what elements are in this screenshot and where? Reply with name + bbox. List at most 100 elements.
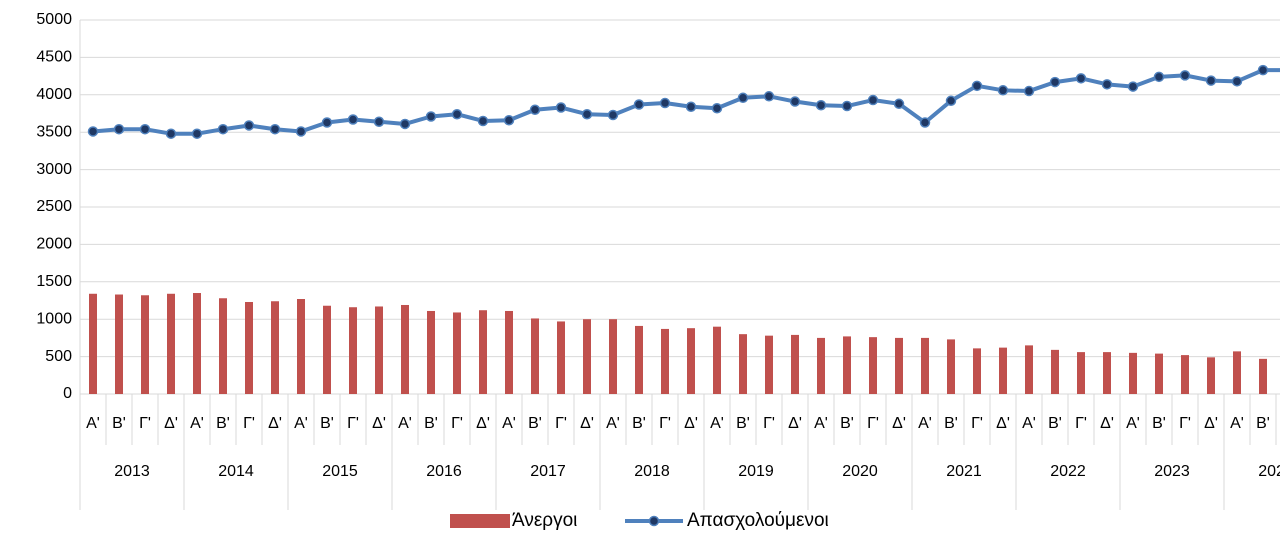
line-marker <box>1101 79 1113 90</box>
line-marker <box>425 111 437 122</box>
legend-label: Απασχολούμενοι <box>687 510 829 531</box>
x-tick-label: Β' <box>1152 415 1166 432</box>
line-marker <box>1049 76 1061 88</box>
x-tick-label: Δ' <box>684 415 698 432</box>
line-marker <box>1179 70 1191 81</box>
bar <box>375 306 383 394</box>
line-marker <box>347 114 359 125</box>
bar <box>843 336 851 394</box>
bar <box>687 328 695 394</box>
bar <box>167 293 175 394</box>
line-marker <box>659 97 671 109</box>
x-tick-label: Α' <box>502 415 516 432</box>
year-label: 2024 <box>1258 463 1280 480</box>
legend-marker <box>648 515 660 527</box>
x-tick-label: Δ' <box>1100 415 1114 432</box>
legend-label: Άνεργοι <box>512 510 577 531</box>
x-tick-label: Γ' <box>763 415 775 432</box>
year-label: 2014 <box>218 463 254 480</box>
year-label: 2017 <box>530 463 566 480</box>
line-marker <box>607 109 619 121</box>
x-tick-label: Β' <box>632 415 646 432</box>
x-tick-label: Α' <box>294 415 308 432</box>
x-tick-label: Δ' <box>164 415 178 432</box>
line-marker <box>269 123 281 135</box>
x-tick-label: Α' <box>814 415 828 432</box>
bar <box>297 299 305 394</box>
x-tick-label: Δ' <box>1204 415 1218 432</box>
bar <box>427 310 435 394</box>
line-marker <box>1127 81 1139 92</box>
line-marker <box>503 114 515 126</box>
y-tick-label: 3500 <box>36 123 72 140</box>
bar <box>323 305 331 394</box>
line-marker <box>1153 71 1165 83</box>
x-tick-label: Β' <box>112 415 126 432</box>
line-marker <box>191 128 203 139</box>
year-label: 2021 <box>946 463 982 480</box>
line-marker <box>633 99 645 110</box>
x-tick-label: Β' <box>424 415 438 432</box>
year-label: 2019 <box>738 463 774 480</box>
x-tick-label: Α' <box>86 415 100 432</box>
bar <box>635 325 643 394</box>
bar <box>89 293 97 394</box>
x-tick-label: Β' <box>528 415 542 432</box>
line-marker <box>945 95 957 107</box>
line-marker <box>581 108 593 120</box>
bar <box>609 319 617 394</box>
x-tick-label: Β' <box>1048 415 1062 432</box>
line-marker <box>373 116 385 127</box>
x-tick-label: Δ' <box>996 415 1010 432</box>
bar <box>271 301 279 394</box>
line-marker <box>711 103 723 114</box>
y-tick-label: 3000 <box>36 161 72 178</box>
bar <box>505 310 513 394</box>
bar <box>739 334 747 394</box>
bar <box>557 321 565 394</box>
line-marker <box>399 118 411 130</box>
bar <box>817 337 825 394</box>
year-label: 2022 <box>1050 463 1086 480</box>
x-tick-label: Β' <box>1256 415 1270 432</box>
x-tick-label: Α' <box>606 415 620 432</box>
bar <box>245 301 253 394</box>
line <box>92 68 1280 136</box>
line-marker <box>1023 85 1035 97</box>
bar <box>1103 352 1111 394</box>
line-marker <box>893 98 905 110</box>
bar <box>531 318 539 394</box>
x-tick-label: Α' <box>398 415 412 432</box>
line-marker <box>841 100 853 112</box>
year-label: 2015 <box>322 463 358 480</box>
x-tick-label: Γ' <box>659 415 671 432</box>
bar <box>193 293 201 394</box>
bar <box>479 310 487 394</box>
x-tick-label: Α' <box>190 415 204 432</box>
x-tick-label: Δ' <box>268 415 282 432</box>
line-marker <box>997 85 1009 96</box>
bar <box>141 295 149 394</box>
y-tick-label: 1500 <box>36 273 72 290</box>
bar <box>349 307 357 394</box>
y-tick-label: 5000 <box>36 11 72 28</box>
line-marker <box>1205 75 1217 86</box>
line-marker <box>919 117 931 128</box>
line-marker <box>477 115 489 127</box>
x-tick-label: Β' <box>944 415 958 432</box>
bar <box>1181 355 1189 394</box>
line-marker <box>243 120 255 131</box>
bar <box>1025 345 1033 394</box>
bar <box>869 337 877 394</box>
line-marker <box>737 92 749 104</box>
bar <box>765 335 773 394</box>
x-tick-label: Γ' <box>451 415 463 432</box>
bar <box>895 337 903 394</box>
x-tick-label: Α' <box>1022 415 1036 432</box>
y-tick-label: 0 <box>63 385 72 402</box>
bar <box>921 337 929 394</box>
x-tick-label: Δ' <box>788 415 802 432</box>
line-marker <box>321 117 333 128</box>
x-tick-label: Β' <box>840 415 854 432</box>
